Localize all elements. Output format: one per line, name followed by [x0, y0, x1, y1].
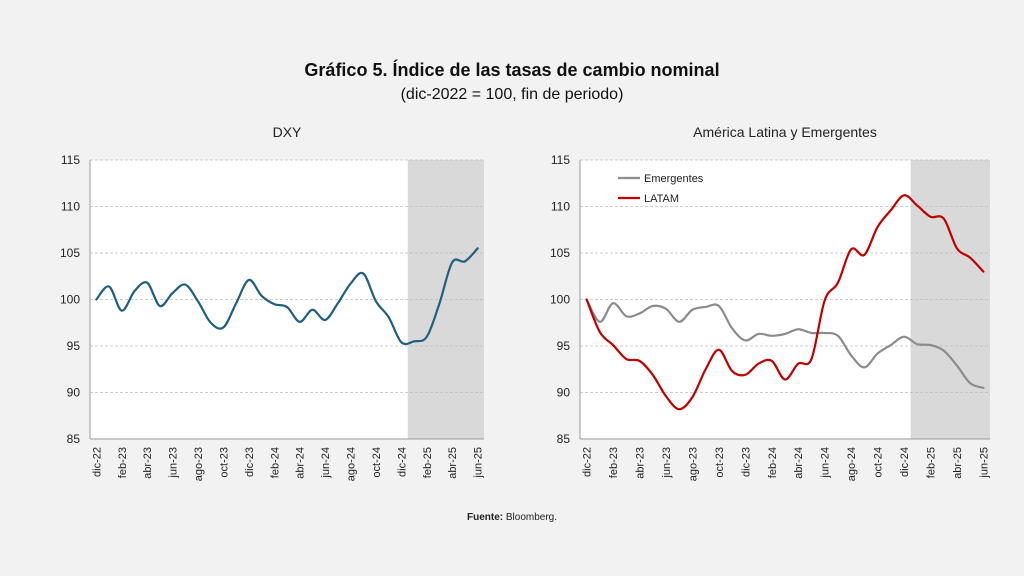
source-note: Fuente: Bloomberg.: [0, 512, 1024, 523]
latam-x-tick-label: oct-24: [873, 447, 885, 478]
dxy-x-tick-label: dic-23: [244, 447, 256, 477]
chart-title: Gráfico 5. Índice de las tasas de cambio…: [304, 60, 720, 80]
latam-x-tick-label: feb-24: [767, 447, 779, 478]
latam-x-tick-label: jun-23: [661, 447, 673, 479]
latam-x-tick-label: abr-24: [793, 447, 805, 479]
dxy-x-tick-label: abr-25: [447, 447, 459, 479]
legend-label-emergentes: Emergentes: [644, 173, 704, 185]
chart-subtitle: (dic-2022 = 100, fin de periodo): [400, 86, 624, 103]
dxy-x-tick-label: oct-24: [371, 447, 383, 478]
dxy-chart: 85 90 95 100 105 110 115 dic-22 feb-23 abr-23 jun-…: [60, 153, 485, 481]
dxy-x-tick-label: abr-24: [295, 447, 307, 479]
dxy-x-tick-label: feb-25: [422, 447, 434, 478]
latam-chart: 85 90 95 100 105 110 115 dic-22 feb-23 abr-23 jun-…: [550, 153, 990, 481]
latam-y-tick-label: 105: [550, 246, 570, 260]
dxy-y-tick-label: 110: [61, 200, 80, 214]
dxy-y-tick-label: 85: [67, 432, 81, 446]
dxy-x-tick-label: feb-23: [117, 447, 129, 478]
dxy-x-tick-label: jun-25: [473, 447, 485, 479]
dxy-x-tick-label: abr-23: [142, 447, 154, 479]
latam-x-tick-label: dic-22: [582, 447, 594, 477]
latam-panel-title: América Latina y Emergentes: [693, 124, 877, 140]
latam-x-tick-label: ago-23: [687, 447, 699, 481]
latam-y-tick-label: 85: [557, 432, 571, 446]
latam-x-tick-label: feb-23: [608, 447, 620, 478]
latam-x-tick-label: ago-24: [846, 447, 858, 481]
dxy-x-tick-label: dic-22: [91, 447, 103, 477]
emergentes-series-line: [585, 298, 985, 389]
dxy-series-line: [95, 247, 479, 346]
dxy-x-tick-label: jun-24: [320, 447, 332, 479]
dxy-y-tick-label: 100: [60, 293, 80, 307]
latam-x-tick-label: abr-25: [952, 447, 964, 479]
latam-series-line: [585, 194, 985, 411]
latam-x-tick-label: jun-24: [820, 447, 832, 479]
latam-x-tick-label: abr-23: [635, 447, 647, 479]
dxy-x-tick-label: dic-24: [396, 447, 408, 477]
dxy-x-tick-label: jun-23: [168, 447, 180, 479]
dxy-y-tick-label: 95: [67, 339, 81, 353]
latam-x-tick-label: dic-24: [899, 447, 911, 477]
dxy-y-tick-label: 115: [61, 153, 80, 167]
dxy-x-tick-label: ago-23: [193, 447, 205, 481]
latam-x-tick-label: feb-25: [925, 447, 937, 478]
dxy-y-tick-label: 105: [60, 246, 80, 260]
source-label: Fuente:: [466, 512, 504, 523]
latam-x-tick-label: dic-23: [740, 447, 752, 477]
dxy-x-tick-label: feb-24: [269, 447, 281, 478]
latam-y-tick-label: 110: [551, 200, 570, 214]
dxy-x-tick-label: ago-24: [346, 447, 358, 481]
latam-y-tick-label: 90: [557, 386, 571, 400]
latam-y-tick-label: 100: [550, 293, 570, 307]
dxy-x-tick-label: oct-23: [218, 447, 230, 478]
dxy-panel-title: DXY: [272, 124, 302, 140]
dxy-y-tick-label: 90: [67, 386, 81, 400]
source-text: Bloomberg.: [505, 512, 558, 523]
latam-y-tick-label: 115: [551, 153, 570, 167]
latam-x-tick-label: jun-25: [978, 447, 990, 479]
latam-y-tick-label: 95: [557, 339, 571, 353]
latam-x-tick-label: oct-23: [714, 447, 726, 478]
legend-label-latam: LATAM: [644, 193, 679, 205]
